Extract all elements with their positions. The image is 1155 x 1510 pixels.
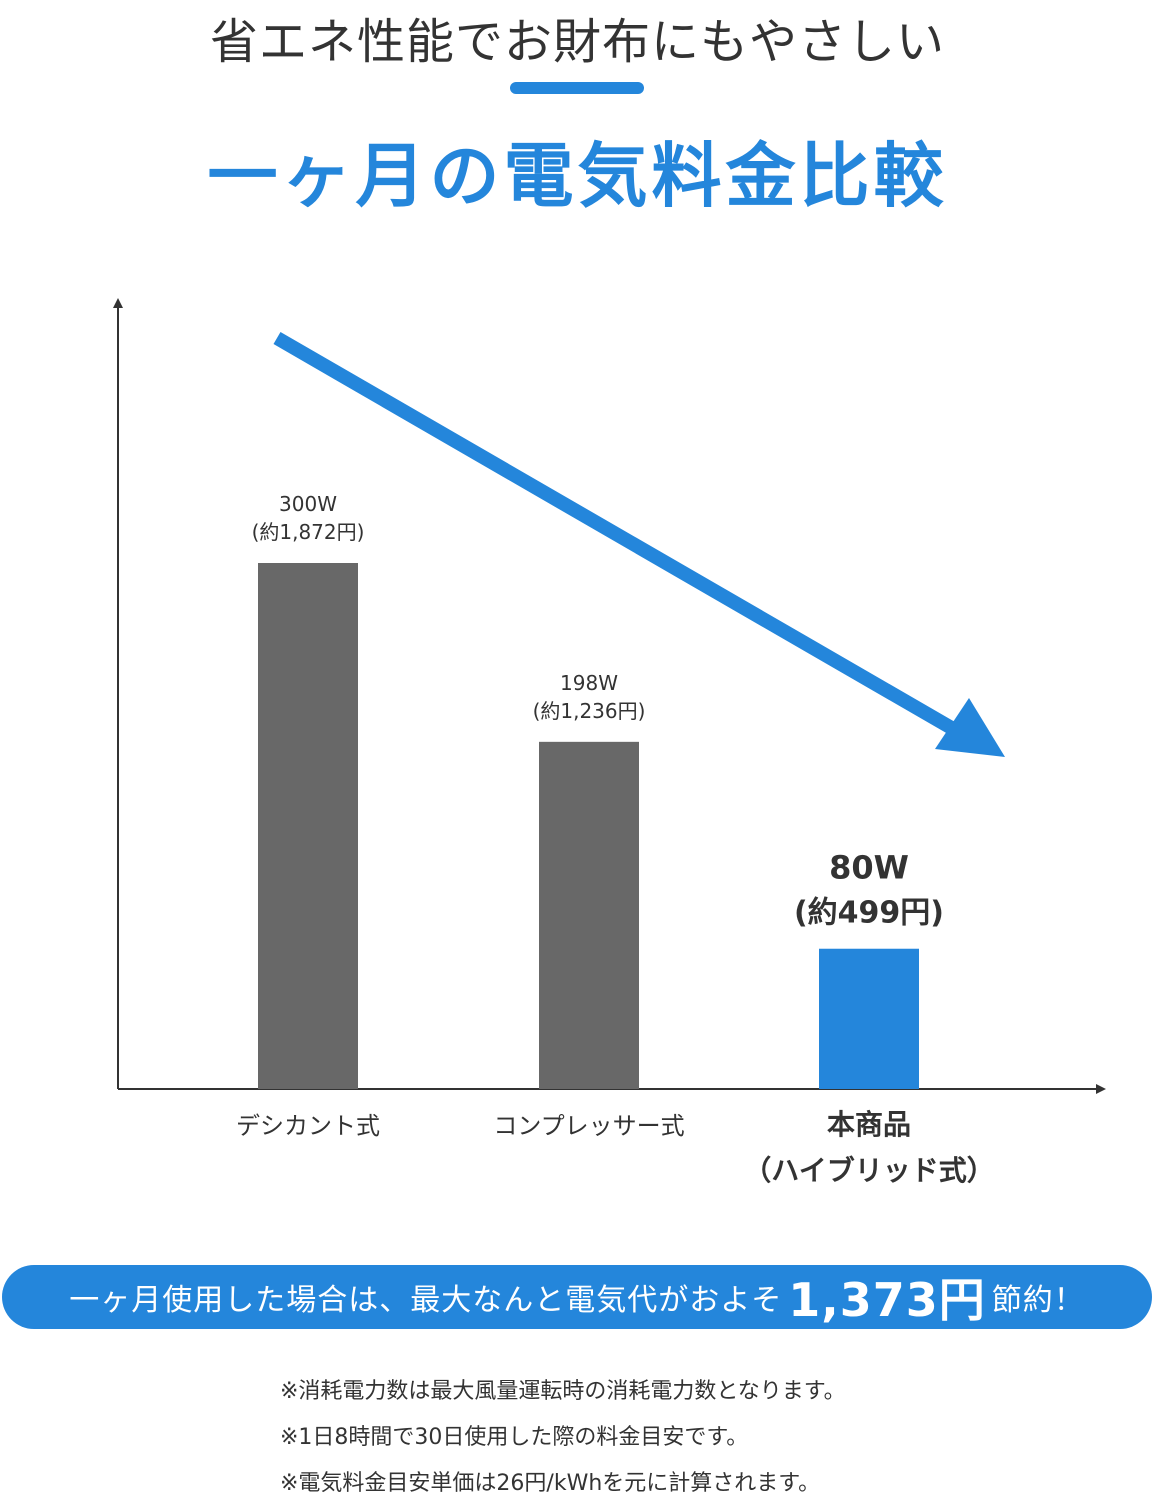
- subtitle: 省エネ性能でお財布にもやさしい: [209, 14, 945, 70]
- accent-underline: [510, 82, 644, 94]
- banner-amount: 1,373円: [788, 1273, 986, 1327]
- category-label: 本商品: [827, 1108, 911, 1141]
- footnote: ※1日8時間で30日使用した際の料金目安です。: [280, 1425, 749, 1450]
- category-label: （ハイブリッド式）: [743, 1154, 994, 1187]
- value-label: 80W: [829, 849, 909, 887]
- power-cost-bar-chart: 300W (約1,872円) 198W (約1,236円) 80W (約499円) デシカ…: [113, 298, 1106, 1187]
- bar-2: [819, 948, 919, 1089]
- banner-suffix: 節約！: [991, 1283, 1085, 1318]
- bar-1: [539, 741, 639, 1089]
- footnote: ※消耗電力数は最大風量運転時の消耗電力数となります。: [280, 1379, 846, 1404]
- value-label: 300W: [279, 492, 337, 516]
- footnotes: ※消耗電力数は最大風量運転時の消耗電力数となります。 ※1日8時間で30日使用し…: [280, 1372, 846, 1510]
- banner-prefix: 一ヶ月使用した場合は、最大なんと電気代がおよそ: [69, 1283, 783, 1318]
- cost-label: (約499円): [794, 896, 944, 931]
- trend-arrow-head: [935, 698, 1005, 757]
- value-label: 198W: [560, 671, 618, 695]
- footnote: ※電気料金目安単価は26円/kWhを元に計算されます。: [280, 1471, 821, 1496]
- category-label: デシカント式: [236, 1112, 380, 1140]
- bar-0: [258, 563, 358, 1089]
- trend-arrow-shaft: [273, 331, 959, 737]
- category-label: コンプレッサー式: [493, 1112, 684, 1140]
- cost-label: (約1,872円): [252, 520, 365, 544]
- headline: 一ヶ月の電気料金比較: [207, 135, 948, 217]
- savings-banner: 一ヶ月使用した場合は、最大なんと電気代がおよそ 1,373円 節約！: [2, 1265, 1152, 1329]
- cost-label: (約1,236円): [533, 699, 646, 723]
